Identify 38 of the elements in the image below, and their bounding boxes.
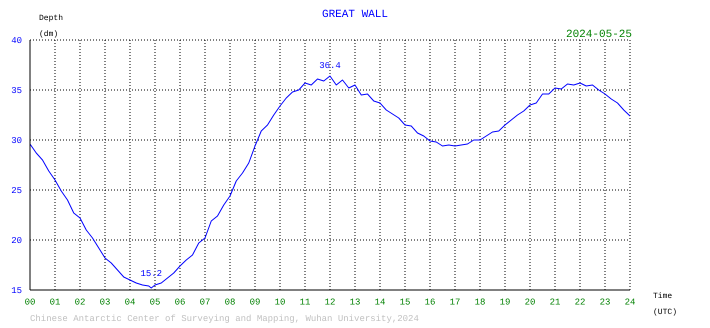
x-tick-label: 01: [50, 297, 60, 308]
x-tick-label: 00: [24, 297, 36, 308]
x-tick-label: 05: [150, 297, 160, 308]
x-tick-label: 20: [524, 297, 536, 308]
x-tick-label: 22: [574, 297, 586, 308]
y-tick-label: 35: [11, 86, 22, 96]
x-tick-label: 04: [124, 297, 136, 308]
x-tick-label: 07: [200, 297, 210, 308]
y-tick-label: 15: [11, 286, 22, 296]
y-tick-label: 30: [11, 136, 22, 146]
chart-subtitle: 2024-05-25: [566, 29, 632, 41]
x-tick-label: 15: [400, 297, 410, 308]
y-axis-title: Depth (dm): [39, 13, 64, 41]
x-tick-label: 14: [374, 297, 386, 308]
y-tick-label: 20: [11, 236, 22, 246]
x-tick-label: 10: [274, 297, 286, 308]
x-tick-label: 06: [174, 297, 186, 308]
y-tick-label: 25: [11, 186, 22, 196]
x-tick-label: 24: [624, 297, 636, 308]
x-tick-label: 12: [324, 297, 336, 308]
x-tick-label: 19: [500, 297, 510, 308]
x-tick-label: 21: [550, 297, 560, 308]
x-tick-label: 08: [224, 297, 236, 308]
x-tick-label: 16: [424, 297, 436, 308]
annotation: 36.4: [318, 61, 342, 71]
x-tick-label: 13: [350, 297, 360, 308]
x-tick-label: 09: [250, 297, 260, 308]
x-tick-label: 17: [450, 297, 460, 308]
x-axis-title: Time (UTC): [653, 291, 678, 319]
y-tick-label: 40: [11, 36, 22, 46]
chart-title: GREAT WALL: [322, 9, 388, 21]
annotation: 15.2: [139, 269, 164, 279]
x-tick-label: 18: [474, 297, 486, 308]
x-tick-label: 03: [100, 297, 110, 308]
x-tick-label: 23: [600, 297, 610, 308]
text: Chinese Antarctic Center of Surveying and Mapping, Wuhan University,2024: [30, 314, 419, 324]
x-tick-label: 11: [300, 297, 310, 308]
x-tick-label: 02: [74, 297, 86, 308]
